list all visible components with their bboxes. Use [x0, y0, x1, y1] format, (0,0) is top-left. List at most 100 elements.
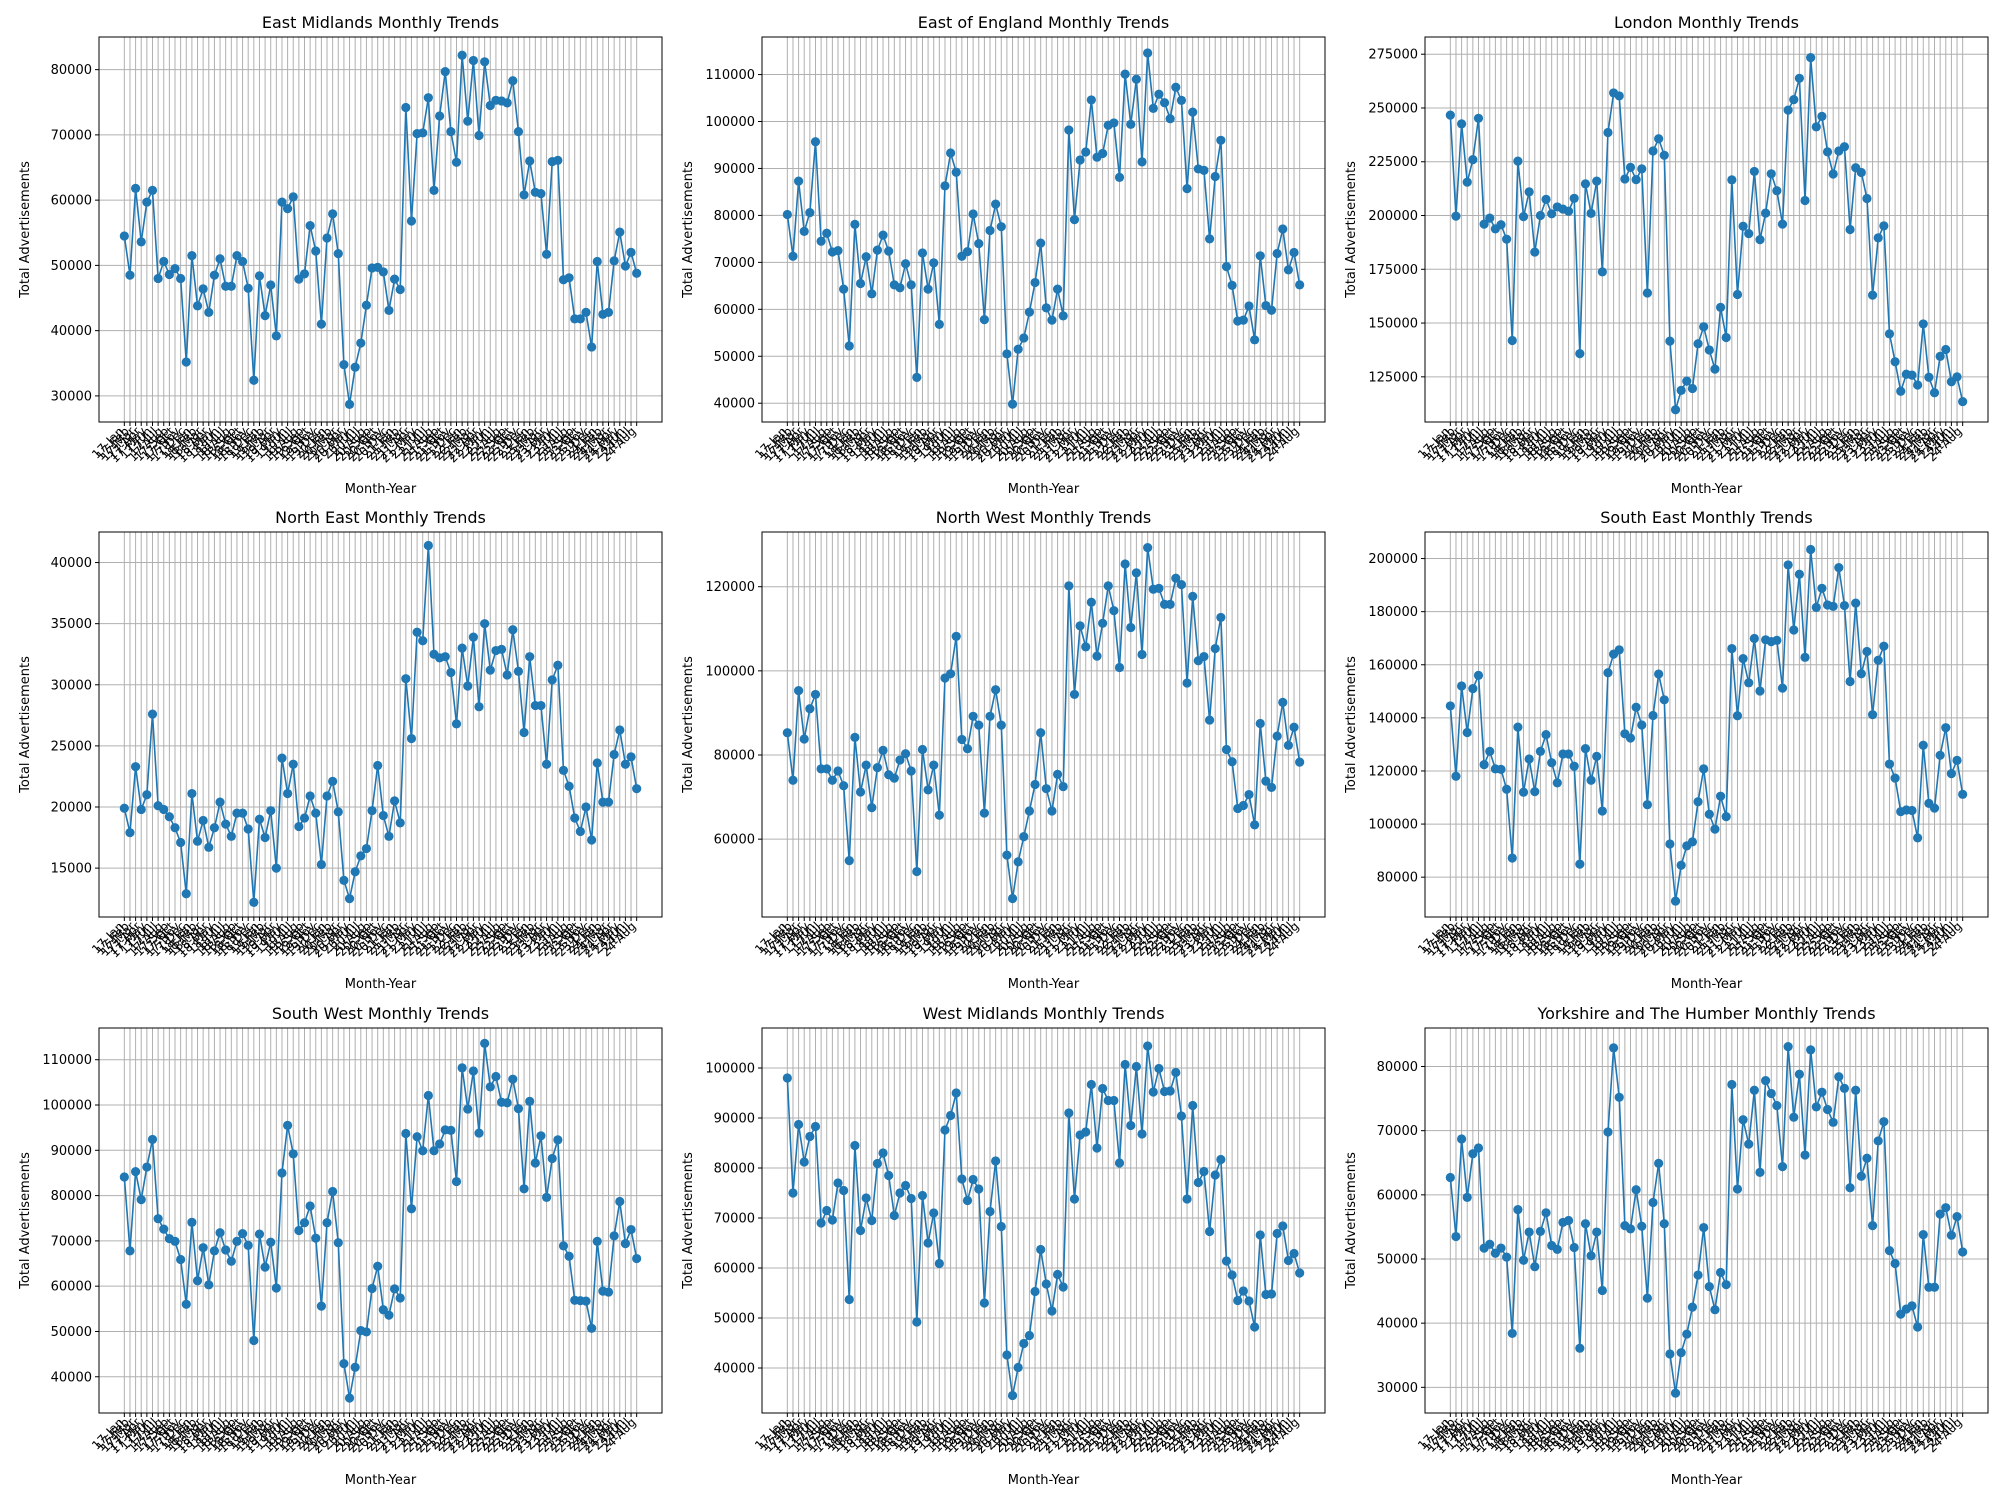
y-tick-label: 90000 — [51, 1144, 92, 1159]
data-point — [1620, 174, 1630, 184]
data-point — [1221, 744, 1232, 755]
data-point — [962, 744, 973, 754]
data-point — [827, 775, 837, 785]
y-tick-label: 140000 — [1368, 711, 1418, 726]
data-point — [412, 627, 422, 637]
data-point — [592, 1236, 602, 1246]
data-point — [1659, 150, 1669, 160]
data-point — [1777, 219, 1788, 229]
data-point — [1637, 164, 1647, 174]
data-point — [384, 305, 394, 316]
data-point — [322, 1218, 332, 1228]
data-point — [1867, 710, 1878, 720]
data-point — [1744, 1139, 1754, 1149]
data-point — [547, 1153, 557, 1164]
data-point — [1030, 779, 1040, 790]
data-point — [1064, 581, 1074, 591]
data-point — [480, 619, 490, 629]
data-point — [243, 1240, 253, 1251]
data-point — [782, 1073, 792, 1083]
data-point — [1137, 1129, 1147, 1139]
data-point — [940, 1125, 950, 1135]
y-tick-label: 80000 — [51, 1189, 92, 1204]
data-point — [1580, 1219, 1591, 1229]
data-point — [1041, 303, 1051, 313]
data-point — [463, 681, 473, 691]
data-point — [1924, 372, 1934, 382]
x-axis-label: Month-Year — [1008, 482, 1080, 497]
data-point — [957, 1174, 967, 1184]
data-point — [581, 1296, 591, 1306]
data-point — [895, 283, 905, 293]
data-point — [1238, 1286, 1248, 1296]
data-point — [1019, 832, 1029, 842]
data-point — [1637, 1221, 1647, 1231]
data-point — [1024, 1330, 1035, 1341]
data-point — [1929, 803, 1940, 813]
data-point — [1221, 1256, 1232, 1266]
data-point — [861, 760, 871, 770]
x-axis-label: Month-Year — [1671, 1473, 1743, 1488]
data-point — [620, 759, 631, 769]
data-point — [839, 284, 849, 294]
y-axis-label: Total Advertisements — [18, 656, 33, 794]
data-point — [1569, 1242, 1579, 1253]
data-point — [1862, 646, 1872, 657]
data-point — [872, 245, 883, 255]
data-point — [996, 1221, 1006, 1232]
y-tick-label: 150000 — [1368, 317, 1418, 332]
data-point — [1126, 119, 1136, 129]
data-point — [1143, 1041, 1153, 1051]
data-point — [249, 375, 259, 385]
x-axis-label: Month-Year — [1671, 977, 1743, 992]
data-point — [1896, 386, 1906, 396]
data-point — [221, 819, 231, 829]
data-point — [575, 826, 585, 837]
data-point — [271, 1283, 281, 1293]
data-point — [564, 781, 574, 791]
data-point — [968, 711, 978, 721]
data-point — [1126, 1120, 1136, 1131]
data-point — [592, 256, 602, 267]
data-point — [1907, 805, 1917, 816]
data-point — [1283, 740, 1294, 750]
data-point — [536, 189, 546, 199]
data-point — [1597, 267, 1607, 277]
data-point — [1563, 749, 1574, 759]
data-point — [446, 667, 456, 678]
data-point — [810, 137, 821, 147]
data-point — [1806, 53, 1816, 63]
data-point — [1569, 193, 1579, 203]
plot-frame — [98, 1027, 663, 1414]
data-point — [1154, 89, 1164, 99]
data-point — [1445, 110, 1455, 120]
data-point — [923, 284, 933, 294]
data-point — [1188, 591, 1198, 601]
data-point — [979, 808, 989, 818]
data-point — [587, 342, 597, 352]
data-point — [1456, 681, 1467, 691]
chart-panel-3: 17-Jan17-Feb17-Mar17-Apr17-May17-Jun17-J… — [1344, 13, 1989, 497]
data-point — [1199, 651, 1209, 662]
data-point — [226, 831, 236, 841]
data-point — [1766, 1088, 1776, 1099]
y-tick-label: 250000 — [1368, 101, 1418, 116]
data-point — [1682, 1329, 1692, 1339]
data-point — [1907, 370, 1917, 380]
data-point — [283, 204, 293, 214]
data-point — [1609, 1043, 1619, 1053]
chart-title: North East Monthly Trends — [275, 508, 486, 527]
data-point — [373, 760, 383, 771]
data-point — [294, 821, 304, 832]
data-point — [1524, 1227, 1534, 1237]
data-point — [609, 256, 619, 266]
data-point — [884, 1170, 894, 1181]
data-point — [147, 1134, 158, 1145]
data-point — [615, 1196, 625, 1207]
data-point — [1216, 1154, 1226, 1165]
data-point — [962, 1195, 973, 1206]
data-point — [406, 733, 417, 744]
data-point — [508, 625, 518, 635]
data-point — [1806, 544, 1816, 555]
y-tick-label: 40000 — [1377, 1317, 1418, 1332]
